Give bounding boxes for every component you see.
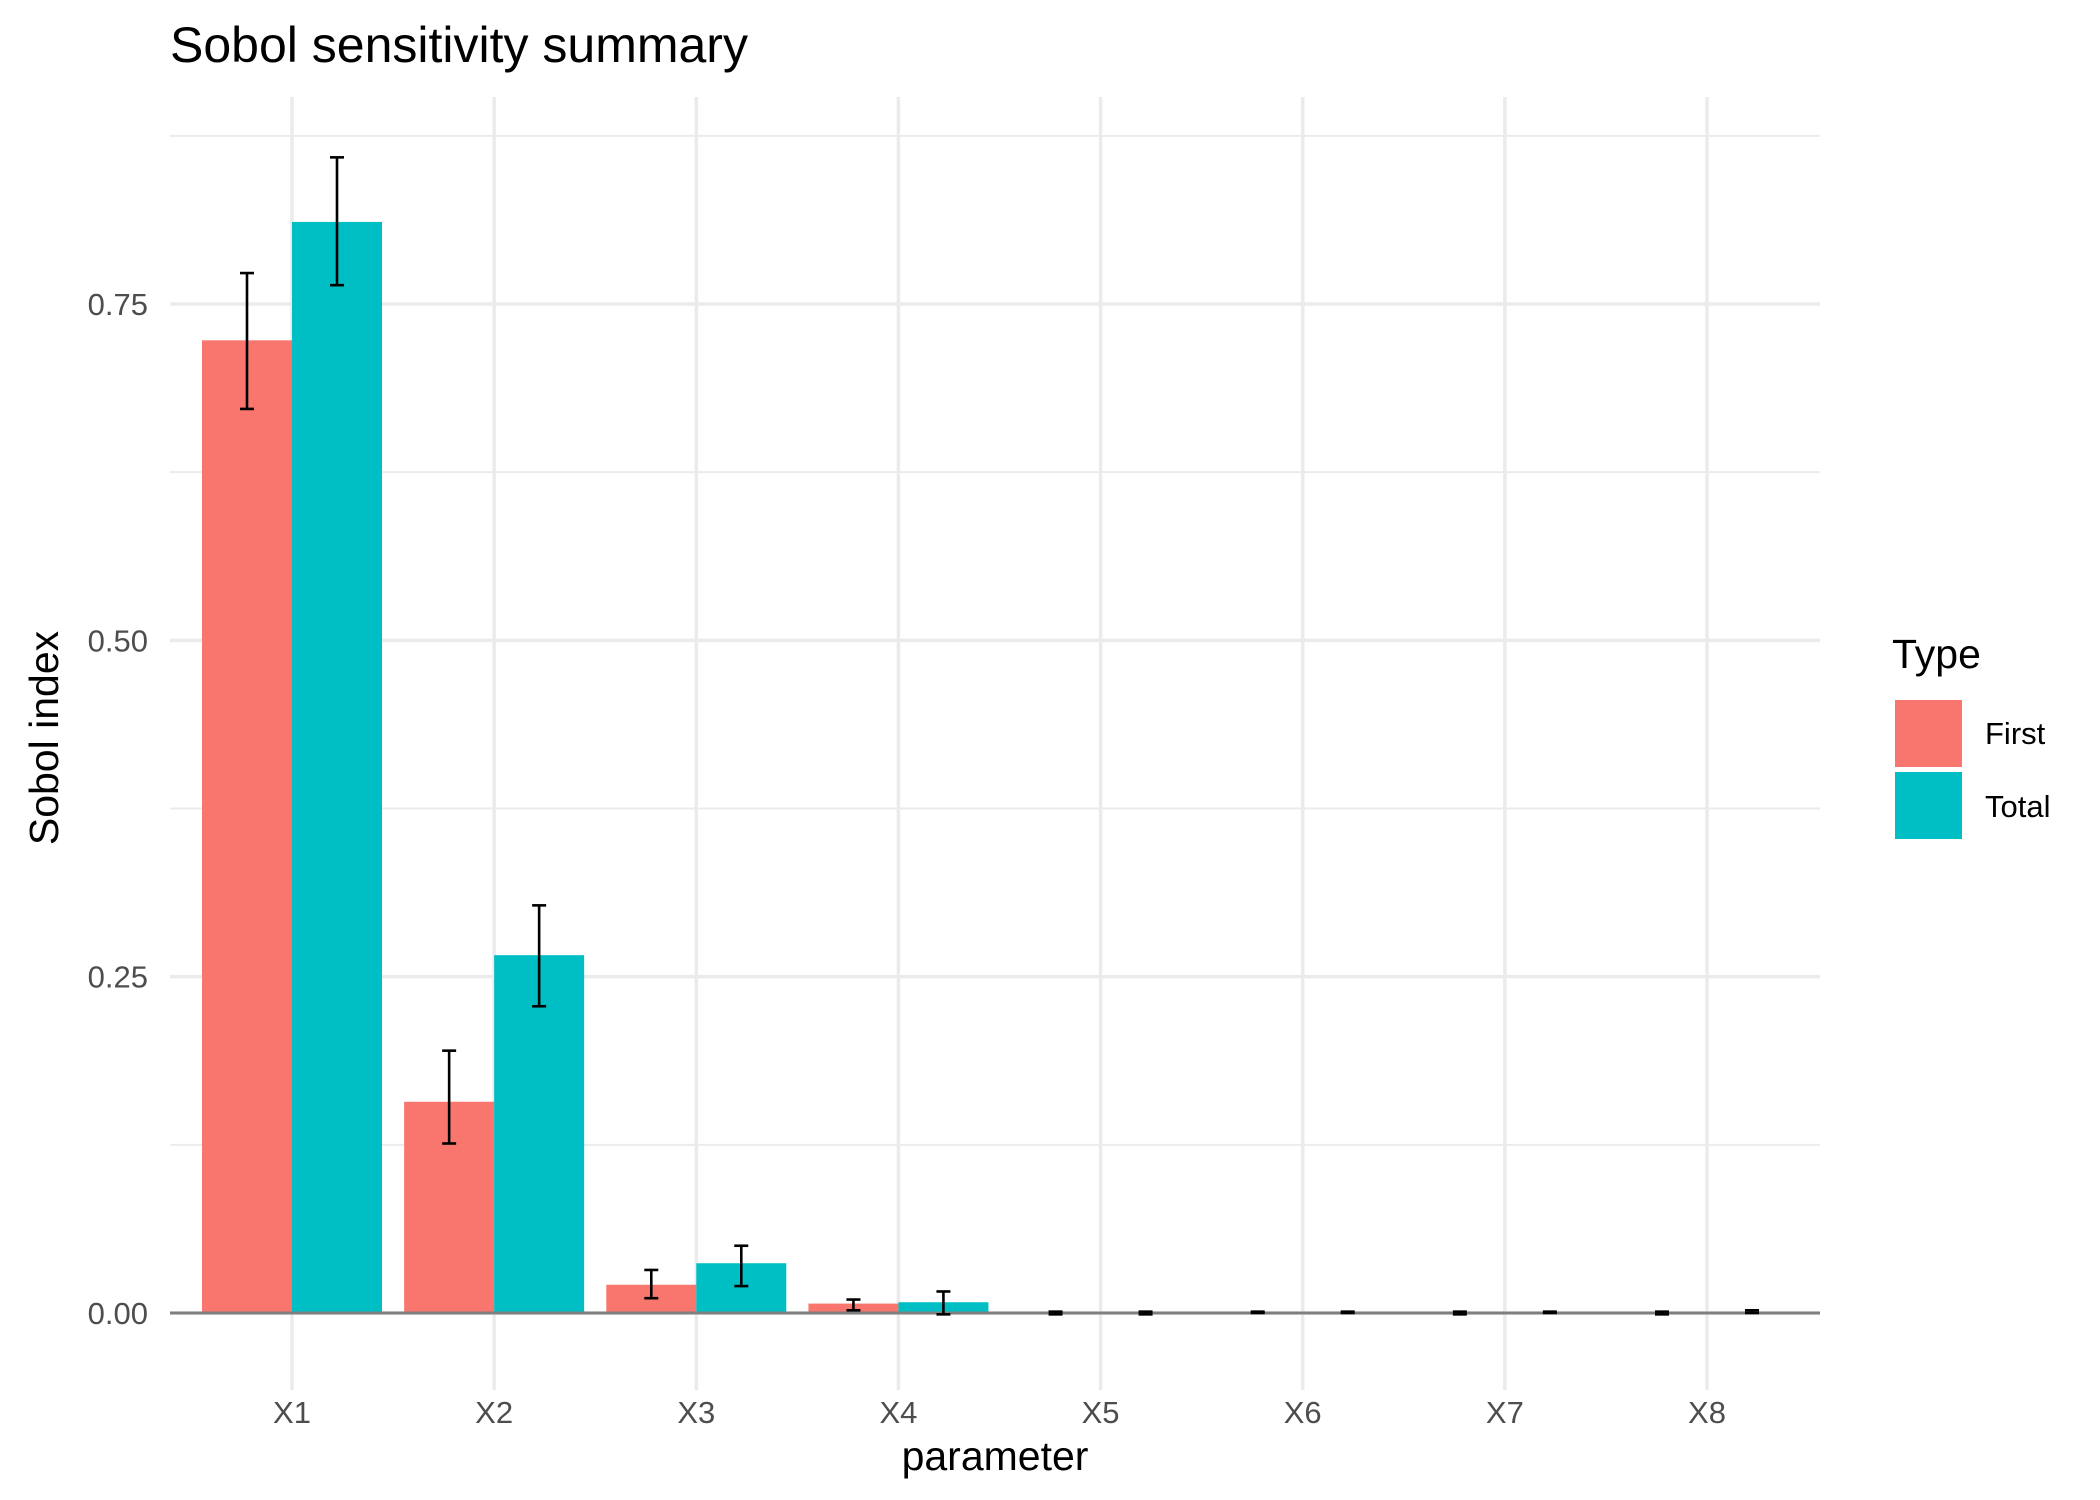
errorbar-total-x5: [1138, 1310, 1153, 1316]
errorbar-first-x8: [1655, 1310, 1669, 1316]
bar-first-x1: [202, 340, 292, 1314]
legend-key-first: [1895, 700, 1962, 767]
y-tick-label: 0.25: [88, 960, 148, 995]
bar-total-x2: [494, 955, 585, 1313]
legend-key-total: [1895, 772, 1962, 839]
legend-title: Type: [1892, 631, 1981, 677]
y-axis-tick-labels: 0.00 0.25 0.50 0.75: [88, 287, 148, 1331]
x-tick-label: X6: [1284, 1395, 1322, 1430]
y-tick-label: 0.00: [88, 1296, 148, 1331]
x-axis-tick-labels: X1 X2 X3 X4 X5 X6 X7 X8: [273, 1395, 1726, 1430]
error-bars: [240, 156, 1759, 1316]
errorbar-total-x2: [532, 904, 547, 1008]
x-tick-label: X4: [879, 1395, 917, 1430]
x-tick-label: X8: [1688, 1395, 1726, 1430]
errorbar-first-x3: [644, 1268, 659, 1300]
x-tick-label: X3: [677, 1395, 715, 1430]
errorbar-total-x3: [734, 1244, 749, 1288]
x-tick-label: X1: [273, 1395, 311, 1430]
x-tick-label: X7: [1486, 1395, 1524, 1430]
errorbar-first-x4: [846, 1298, 861, 1312]
errorbar-total-x6: [1340, 1310, 1355, 1315]
errorbar-first-x2: [442, 1049, 457, 1145]
errorbar-total-x8: [1745, 1309, 1759, 1315]
legend-label-total: Total: [1985, 789, 2050, 824]
y-tick-label: 0.75: [88, 287, 148, 322]
errorbar-total-x7: [1542, 1310, 1557, 1315]
chart-title: Sobol sensitivity summary: [170, 17, 748, 73]
legend: Type First Total: [1892, 631, 2050, 839]
legend-label-first: First: [1985, 716, 2046, 751]
x-tick-label: X2: [475, 1395, 513, 1430]
errorbar-first-x7: [1452, 1310, 1467, 1316]
y-axis-title: Sobol index: [21, 630, 67, 845]
bar-total-x1: [292, 221, 382, 1313]
y-tick-label: 0.50: [88, 623, 148, 658]
errorbar-total-x4: [936, 1290, 951, 1316]
errorbar-first-x1: [240, 271, 254, 411]
errorbar-first-x6: [1250, 1310, 1265, 1315]
errorbar-total-x1: [330, 156, 344, 287]
x-tick-label: X5: [1082, 1395, 1120, 1430]
errorbar-first-x5: [1048, 1310, 1063, 1316]
x-axis-title: parameter: [902, 1433, 1089, 1479]
